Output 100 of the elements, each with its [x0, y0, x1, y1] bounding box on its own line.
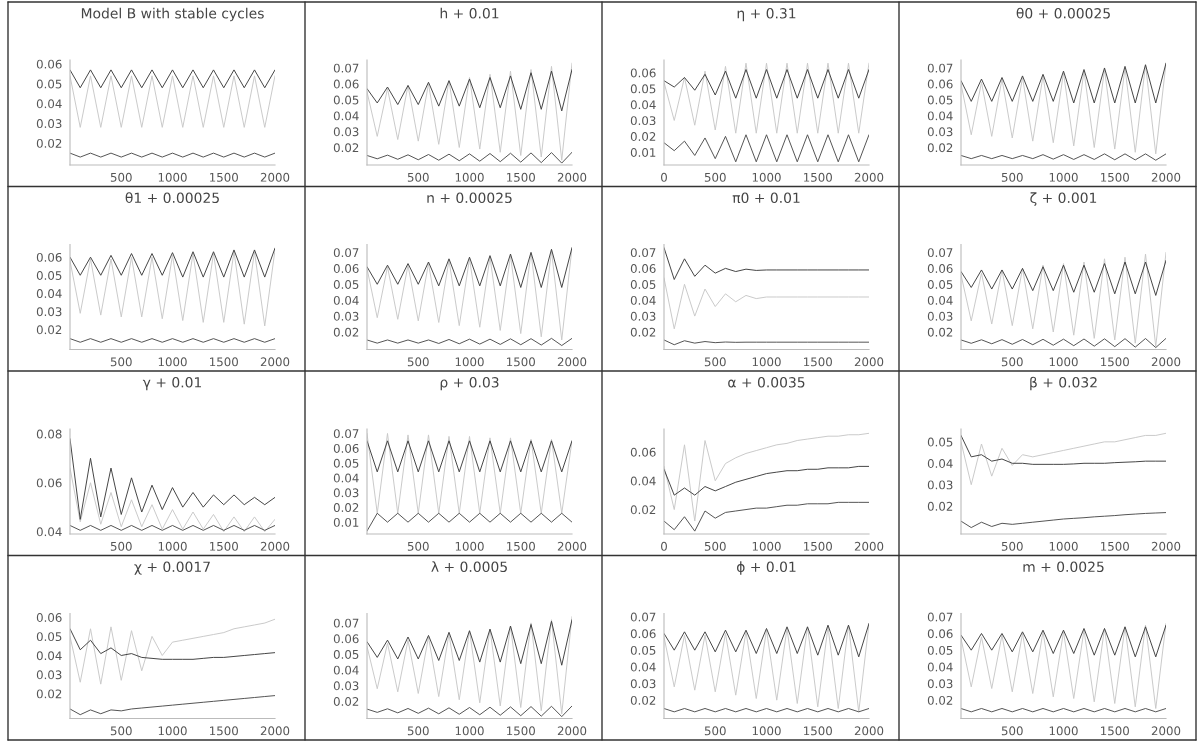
x-tick-label: 1000: [158, 541, 187, 551]
x-tick-label: 0: [661, 172, 667, 182]
y-tick-label: 0.03: [927, 480, 953, 490]
x-tick-label: 1500: [804, 172, 832, 182]
x-tick-label: 1000: [455, 172, 484, 182]
y-tick-label: 0.07: [927, 63, 953, 73]
y-tick-label: 0.05: [333, 280, 359, 289]
y-tick-label: 0.06: [333, 79, 359, 89]
chart-title: χ + 0.0017: [134, 561, 210, 575]
y-tick-label: 0.04: [927, 111, 953, 121]
chart-title: θ0 + 0.00025: [1016, 7, 1110, 19]
y-tick-label: 0.05: [333, 458, 359, 468]
y-tick-label: 0.05: [36, 79, 62, 89]
x-tick-label: 2000: [1151, 726, 1181, 736]
x-tick-label: 500: [110, 357, 132, 367]
y-tick-label: 0.05: [333, 95, 359, 105]
y-tick-label: 0.02: [630, 505, 656, 515]
y-tick-label: 0.03: [927, 679, 953, 689]
chart-title: α + 0.0035: [728, 377, 805, 388]
y-tick-label: 0.07: [333, 618, 359, 628]
y-tick-label: 0.06: [36, 252, 62, 262]
x-tick-label: 500: [407, 172, 429, 182]
y-tick-label: 0.03: [927, 127, 953, 137]
x-tick-label: 1500: [804, 357, 832, 367]
x-tick-label: 2000: [260, 172, 290, 182]
chart-title: θ1 + 0.00025: [125, 192, 219, 204]
x-tick-label: 2000: [260, 541, 290, 551]
x-tick-label: 1000: [158, 172, 187, 182]
x-tick-label: 1500: [507, 726, 535, 736]
y-tick-label: 0.02: [333, 503, 359, 513]
y-tick-label: 0.07: [630, 248, 656, 258]
x-tick-label: 2000: [557, 357, 587, 367]
x-tick-label: 2000: [854, 541, 884, 551]
y-tick-label: 0.05: [36, 632, 62, 642]
y-tick-label: 0.05: [630, 280, 656, 289]
y-tick-label: 0.04: [630, 662, 656, 672]
y-tick-label: 0.07: [333, 63, 359, 73]
y-tick-label: 0.06: [36, 613, 62, 622]
y-tick-label: 0.06: [927, 264, 953, 274]
x-tick-label: 1500: [210, 541, 238, 551]
y-tick-label: 0.02: [630, 327, 656, 337]
x-tick-label: 500: [110, 541, 132, 551]
y-tick-label: 0.07: [333, 429, 359, 439]
x-tick-label: 2000: [1151, 541, 1181, 551]
x-tick-label: 1000: [1049, 172, 1078, 182]
x-tick-label: 1500: [210, 172, 238, 182]
y-tick-label: 0.06: [630, 447, 656, 457]
x-tick-label: 500: [110, 172, 132, 182]
y-tick-label: 0.03: [36, 119, 62, 129]
y-tick-label: 0.06: [927, 629, 953, 639]
x-tick-label: 2000: [260, 726, 290, 736]
chart-title: π0 + 0.01: [732, 192, 800, 204]
x-tick-label: 2000: [854, 726, 884, 736]
y-tick-label: 0.07: [630, 612, 656, 622]
y-tick-label: 0.04: [333, 111, 359, 121]
x-tick-label: 1000: [752, 357, 781, 367]
y-tick-label: 0.07: [333, 248, 359, 258]
y-tick-label: 0.03: [630, 311, 656, 321]
x-tick-label: 500: [1001, 172, 1023, 182]
x-tick-label: 1500: [210, 726, 238, 736]
y-tick-label: 0.06: [333, 264, 359, 274]
y-tick-label: 0.05: [630, 645, 656, 655]
x-tick-label: 500: [110, 726, 132, 736]
x-tick-label: 1000: [455, 726, 484, 736]
y-tick-label: 0.02: [333, 143, 359, 153]
x-tick-label: 1000: [158, 726, 187, 736]
chart-title: Model B with stable cycles: [81, 7, 264, 22]
chart-title: ρ + 0.03: [440, 377, 499, 391]
y-tick-label: 0.07: [927, 612, 953, 622]
y-tick-label: 0.04: [36, 289, 62, 299]
y-tick-label: 0.03: [630, 116, 656, 126]
y-tick-label: 0.06: [630, 629, 656, 639]
y-tick-label: 0.03: [36, 670, 62, 680]
x-tick-label: 1500: [804, 541, 832, 551]
y-tick-label: 0.03: [333, 488, 359, 498]
x-tick-label: 1500: [1101, 726, 1129, 736]
chart-title: γ + 0.01: [142, 377, 202, 391]
y-tick-label: 0.02: [36, 689, 62, 699]
y-tick-label: 0.04: [630, 295, 656, 305]
x-tick-label: 1500: [1101, 541, 1129, 551]
chart-title: β + 0.032: [1030, 376, 1097, 391]
y-tick-label: 0.06: [630, 68, 656, 78]
y-tick-label: 0.03: [333, 681, 359, 691]
chart-title: η + 0.31: [737, 8, 796, 22]
x-tick-label: 500: [1001, 726, 1023, 736]
y-tick-label: 0.04: [630, 476, 656, 486]
y-tick-label: 0.01: [630, 148, 656, 157]
y-tick-label: 0.05: [333, 649, 359, 659]
x-tick-label: 1000: [752, 172, 781, 182]
y-tick-label: 0.06: [36, 59, 62, 69]
y-tick-label: 0.05: [927, 280, 953, 289]
y-tick-label: 0.04: [333, 665, 359, 675]
y-tick-label: 0.02: [927, 501, 953, 511]
y-tick-label: 0.03: [927, 311, 953, 321]
x-tick-label: 1000: [1049, 357, 1078, 367]
x-tick-label: 500: [407, 357, 429, 367]
y-tick-label: 0.02: [927, 327, 953, 337]
y-tick-label: 0.03: [333, 311, 359, 321]
x-tick-label: 1000: [752, 726, 781, 736]
x-tick-label: 1500: [507, 357, 535, 367]
